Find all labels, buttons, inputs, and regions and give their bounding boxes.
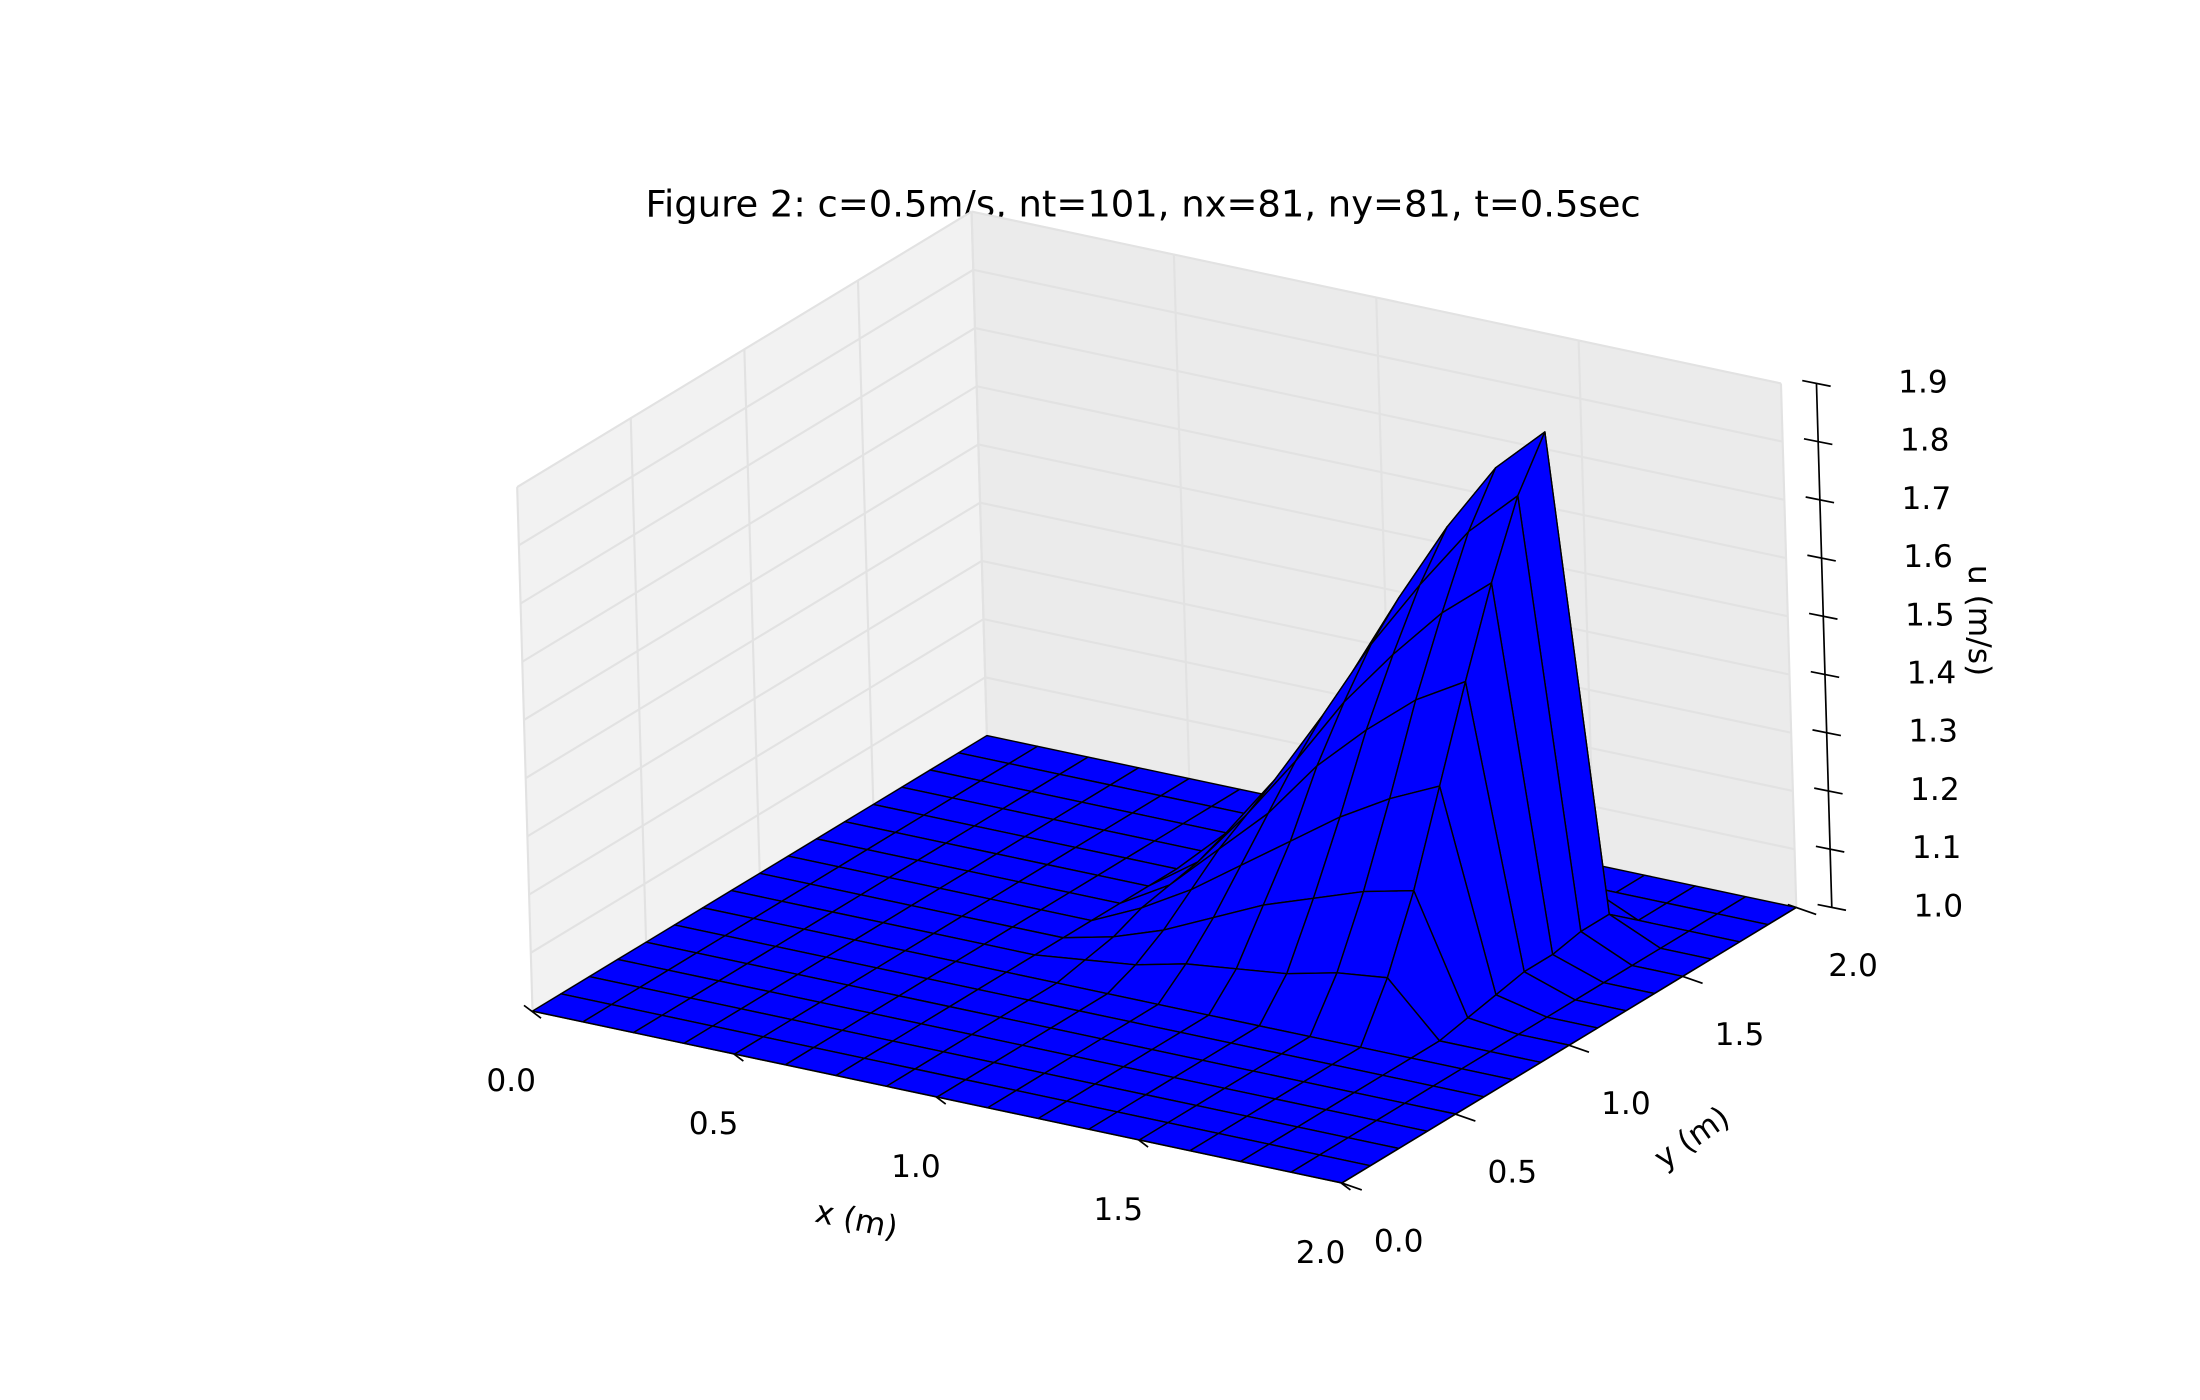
z-tick — [1814, 787, 1843, 795]
z-tick — [1805, 496, 1835, 504]
x-tick-label: 1.0 — [891, 1149, 941, 1185]
z-tick — [1803, 437, 1833, 446]
y-grid-line — [743, 349, 761, 874]
surface-face — [1290, 1154, 1372, 1184]
z-tick — [1817, 903, 1847, 912]
z-grid-line — [523, 443, 979, 721]
x-tick-label: 0.5 — [689, 1106, 739, 1142]
z-grid-line — [518, 268, 974, 547]
x-grid-line — [1172, 254, 1191, 779]
x-axis-label: x (m) — [812, 1194, 901, 1247]
z-tick-label: 1.8 — [1900, 423, 1950, 459]
y-tick-label: 2.0 — [1828, 948, 1878, 984]
z-tick-label: 1.1 — [1912, 830, 1962, 866]
z-tick-label: 1.5 — [1905, 597, 1955, 633]
y-grid-line — [629, 418, 648, 943]
z-axis-label: u (m/s) — [1961, 565, 1997, 676]
y-tick-label: 0.5 — [1487, 1155, 1537, 1191]
z-grid-line — [979, 501, 1790, 676]
z-tick-label: 1.7 — [1902, 481, 1952, 517]
z-tick-label: 1.2 — [1910, 772, 1960, 808]
y-grid-line — [516, 487, 534, 1012]
z-tick — [1802, 379, 1831, 388]
z-tick-label: 1.0 — [1913, 888, 1963, 924]
z-grid-line — [516, 210, 973, 488]
z-tick-label: 1.6 — [1903, 539, 1953, 575]
z-grid-line — [520, 327, 976, 605]
y-grid-line — [856, 280, 875, 805]
z-grid-line — [528, 618, 985, 896]
z-tick — [1815, 845, 1845, 853]
z-grid-line — [978, 443, 1788, 618]
y-tick-label: 1.0 — [1601, 1086, 1651, 1122]
y-grid-line — [970, 211, 988, 736]
z-grid-line — [526, 560, 983, 838]
x-tick-label: 2.0 — [1296, 1235, 1346, 1271]
z-axis-line — [1815, 383, 1833, 908]
z-tick-label: 1.3 — [1908, 714, 1958, 750]
y-tick-label: 0.0 — [1374, 1224, 1424, 1260]
z-grid-line — [974, 326, 1785, 501]
y-tick-label: 1.5 — [1715, 1017, 1765, 1053]
x-grid-line — [1779, 383, 1798, 908]
x-tick-label: 1.5 — [1093, 1192, 1143, 1228]
z-grid-line — [971, 210, 1782, 385]
x-tick-label: 0.0 — [486, 1063, 536, 1099]
z-tick-label: 1.9 — [1898, 364, 1948, 400]
z-grid-line — [521, 385, 978, 663]
z-tick — [1810, 670, 1840, 679]
z-tick — [1807, 554, 1836, 562]
chart-title: Figure 2: c=0.5m/s, nt=101, nx=81, ny=81… — [645, 182, 1640, 225]
z-grid-line — [525, 501, 981, 780]
z-tick — [1808, 612, 1838, 620]
z-tick-label: 1.4 — [1907, 656, 1957, 692]
z-grid-line — [976, 385, 1787, 560]
z-grid-line — [530, 676, 986, 954]
y-axis-label: y (m) — [1648, 1099, 1737, 1176]
z-grid-line — [973, 268, 1783, 443]
z-tick — [1812, 729, 1842, 737]
